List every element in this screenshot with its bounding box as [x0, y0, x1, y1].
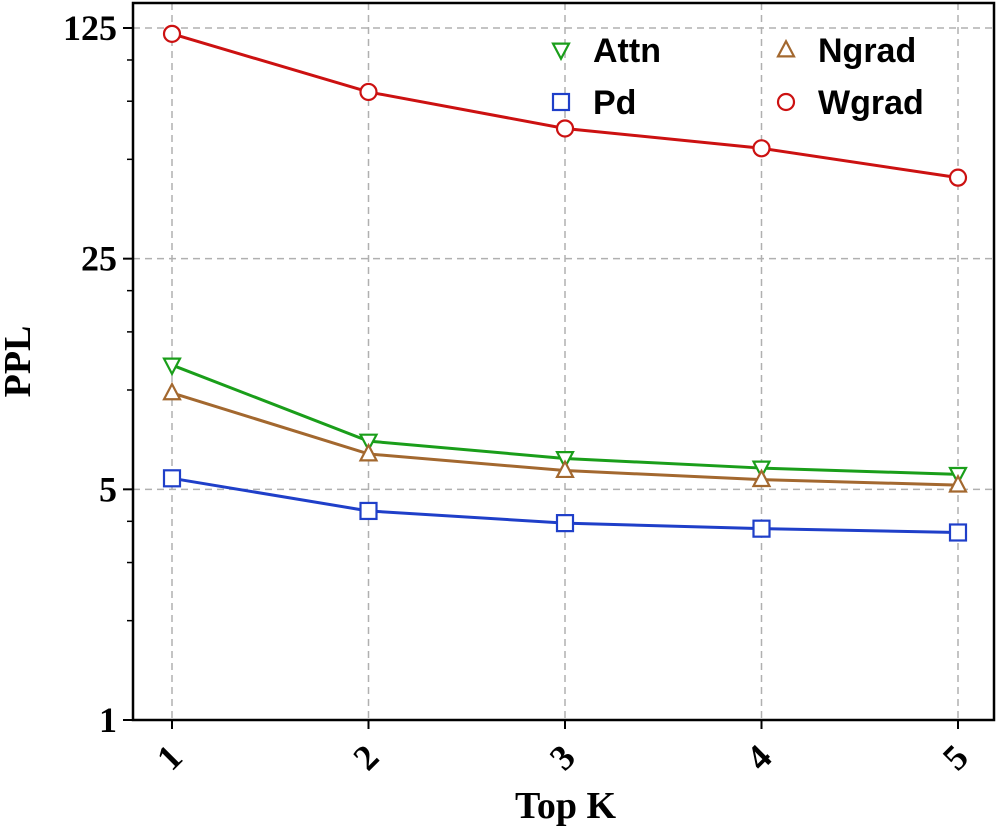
data-point-pd	[752, 519, 771, 538]
data-point-ngrad	[555, 459, 575, 479]
data-point-pd	[948, 523, 968, 542]
x-axis-label: Top K	[515, 785, 616, 827]
legend-label-attn: Attn	[593, 32, 661, 70]
data-point-pd	[555, 514, 575, 533]
data-point-ngrad	[751, 468, 772, 488]
data-point-wgrad	[752, 139, 771, 158]
data-point-ngrad	[162, 381, 182, 401]
data-point-pd	[359, 501, 378, 521]
data-point-wgrad	[162, 24, 182, 43]
data-point-attn	[358, 433, 379, 453]
legend-item-attn: Attn	[551, 32, 661, 70]
plot-frame	[131, 1, 996, 722]
series-ngrad	[162, 381, 968, 493]
legend-item-wgrad: Wgrad	[776, 84, 924, 122]
legend-item-ngrad: Ngrad	[776, 32, 916, 70]
legend-marker-pd	[551, 92, 571, 112]
y-tick-label: 1	[99, 700, 117, 740]
data-point-wgrad	[555, 119, 575, 138]
y-tick-label: 5	[99, 469, 117, 509]
legend: Attn Ngrad Pd Wgrad	[551, 32, 924, 122]
x-tick-label: 3	[542, 737, 583, 778]
data-point-wgrad	[948, 168, 968, 187]
x-tick-label: 4	[738, 737, 779, 778]
legend-marker-attn	[551, 42, 571, 62]
data-point-ngrad	[948, 473, 968, 493]
data-point-wgrad	[359, 82, 378, 102]
legend-label-ngrad: Ngrad	[818, 32, 916, 70]
data-point-pd	[162, 469, 182, 488]
data-point-attn	[162, 357, 182, 377]
y-tick-label: 25	[81, 239, 117, 279]
series-layer	[162, 24, 968, 542]
legend-item-pd: Pd	[551, 84, 636, 122]
x-tick-label: 1	[149, 737, 190, 778]
legend-label-wgrad: Wgrad	[818, 84, 924, 122]
y-axis-label: PPL	[0, 326, 39, 398]
series-wgrad	[162, 24, 968, 187]
legend-marker-wgrad	[776, 92, 796, 112]
legend-marker-ngrad	[776, 38, 796, 58]
y-tick-label: 125	[63, 8, 117, 48]
x-tick-label: 5	[935, 737, 976, 778]
legend-label-pd: Pd	[593, 84, 636, 122]
series-pd	[162, 469, 968, 542]
x-tick-label: 2	[345, 737, 386, 778]
data-point-ngrad	[358, 442, 379, 462]
